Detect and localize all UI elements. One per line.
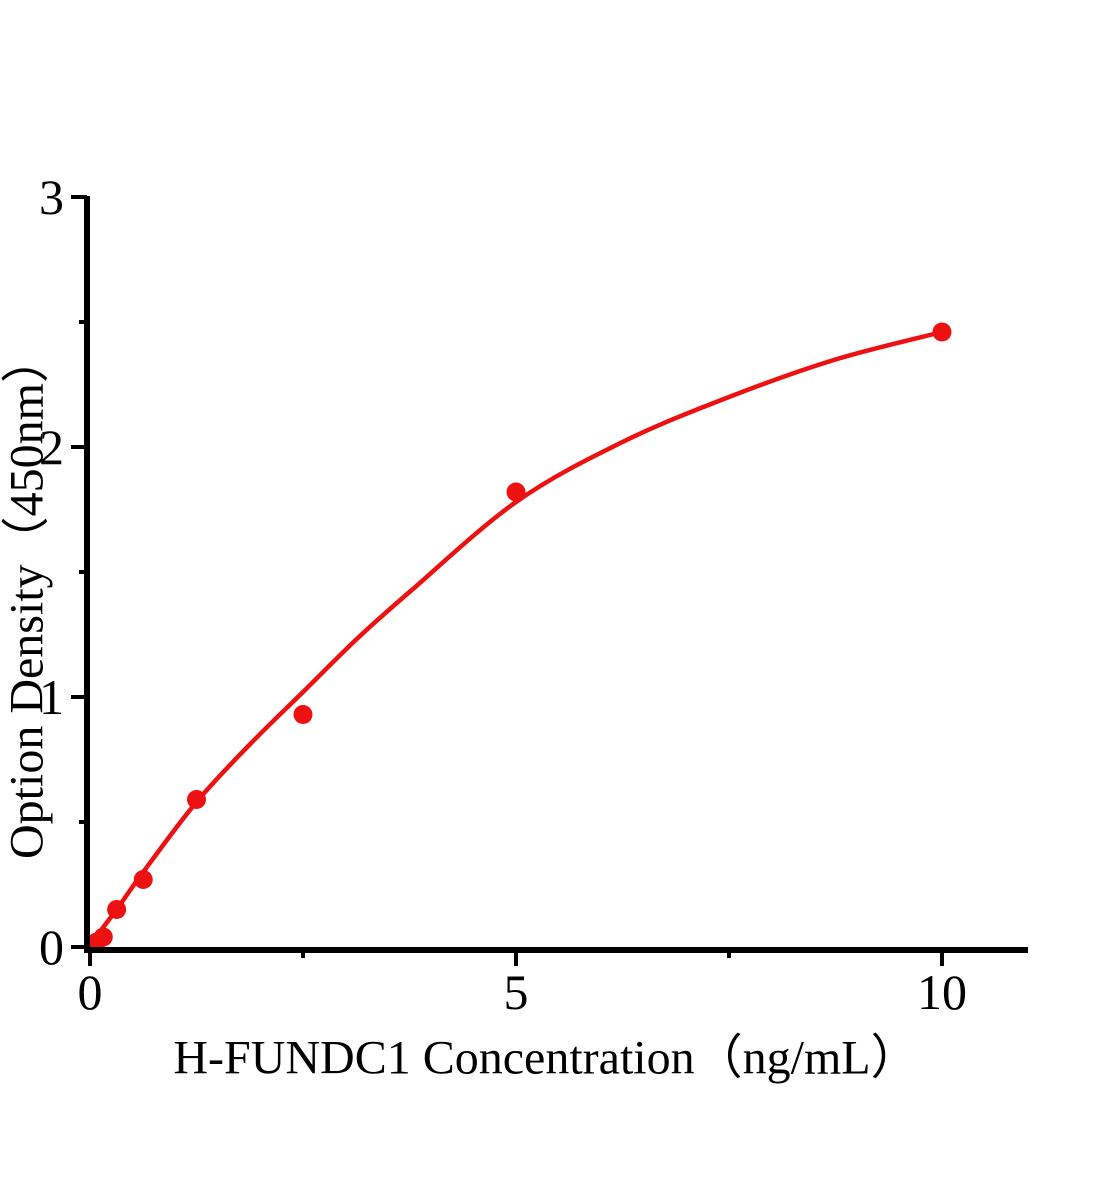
y-tick-label: 1 — [39, 669, 64, 725]
y-tick-label: 3 — [39, 169, 64, 225]
data-point-marker — [133, 870, 153, 889]
standard-curve-path — [87, 329, 945, 947]
data-point-marker — [107, 900, 127, 919]
fit-curve — [87, 329, 945, 947]
data-point-marker — [293, 705, 313, 724]
data-point-marker — [93, 927, 113, 947]
x-tick-labels: 0 5 10 — [78, 964, 968, 1020]
data-points — [87, 322, 952, 952]
y-tick-labels: 0 1 2 3 — [39, 169, 64, 975]
data-point-marker — [932, 322, 952, 342]
y-tick-label: 2 — [39, 419, 64, 475]
x-tick-label: 0 — [78, 964, 103, 1020]
y-tick-label: 0 — [39, 919, 64, 975]
x-tick-label: 10 — [917, 964, 967, 1020]
y-axis-title: Option Density（450nm） — [1, 335, 54, 859]
data-point-marker — [187, 790, 206, 809]
data-point-marker — [506, 482, 526, 502]
x-axis-title: H-FUNDC1 Concentration（ng/mL） — [173, 1032, 918, 1085]
axes — [71, 195, 1028, 966]
x-tick-label: 5 — [504, 964, 529, 1020]
